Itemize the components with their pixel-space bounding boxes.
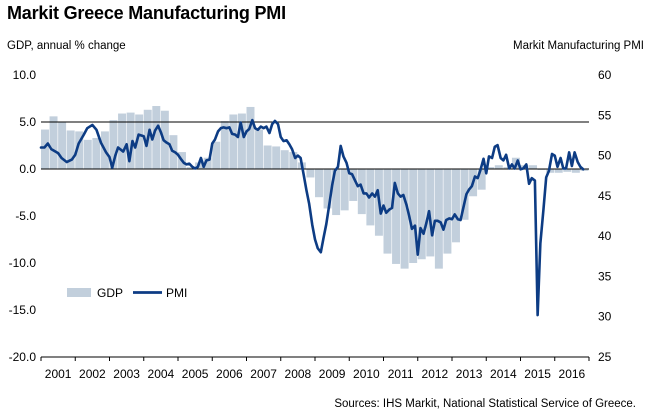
gdp-bar-42	[400, 169, 409, 269]
x-tick-label: 2011	[388, 367, 414, 381]
gdp-bar-21	[220, 121, 229, 169]
pmi-line	[39, 118, 585, 317]
gdp-bar-23	[237, 113, 246, 169]
gdp-bar-1	[49, 116, 58, 169]
gdp-bar-47	[443, 169, 452, 254]
gdp-bar-22	[229, 114, 238, 169]
gdp-bar-54	[503, 167, 512, 169]
right-tick-label: 50	[598, 149, 612, 163]
x-tick-label: 2001	[45, 367, 72, 381]
gdp-bar-53	[494, 165, 503, 169]
legend: GDP PMI	[67, 286, 187, 300]
gdp-bar-26	[263, 145, 272, 169]
gdp-bar-27	[272, 146, 281, 169]
gdp-bar-3	[66, 130, 75, 169]
gdp-bar-4	[75, 131, 84, 169]
x-tick-label: 2003	[113, 367, 140, 381]
gdp-bar-28	[280, 150, 289, 169]
gdp-bars	[41, 106, 589, 269]
gdp-bar-36	[349, 169, 358, 201]
gdp-bar-44	[417, 169, 426, 260]
left-tick-label: 5.0	[19, 115, 36, 129]
gridlines	[41, 121, 589, 170]
x-tick-label: 2015	[524, 367, 551, 381]
gdp-bar-10	[126, 112, 135, 169]
right-axis-label: Markit Manufacturing PMI	[512, 40, 644, 52]
gdp-bar-48	[452, 169, 460, 243]
left-tick-label: 0.0	[19, 162, 36, 176]
legend-pmi-label: PMI	[166, 286, 187, 300]
x-tick-label: 2002	[79, 367, 106, 381]
gdp-bar-35	[340, 169, 349, 211]
right-tick-label: 60	[598, 68, 612, 82]
gdp-bar-52	[486, 167, 495, 169]
gdp-bar-31	[306, 169, 315, 178]
gdp-bar-5	[83, 139, 92, 169]
x-tick-label: 2008	[285, 367, 312, 381]
gdp-bar-60	[554, 169, 563, 173]
gdp-bar-63	[580, 169, 589, 171]
gdp-bar-57	[529, 165, 538, 169]
gdp-bar-34	[332, 169, 341, 216]
gdp-bar-25	[255, 129, 264, 169]
x-tick-label: 2012	[422, 367, 449, 381]
right-tick-label: 45	[598, 189, 612, 203]
legend-gdp-label: GDP	[97, 286, 123, 300]
gdp-bar-51	[477, 169, 486, 190]
gdp-bar-17	[186, 167, 195, 169]
gdp-bar-41	[392, 169, 401, 264]
right-tick-label: 40	[598, 229, 612, 243]
x-tick-label: 2016	[559, 367, 586, 381]
x-tick-label: 2009	[319, 367, 346, 381]
right-tick-label: 35	[598, 269, 612, 283]
source-note: Sources: IHS Markit, National Statistica…	[334, 398, 636, 410]
left-tick-label: -20.0	[9, 350, 37, 364]
gdp-bar-9	[118, 113, 127, 169]
gdp-bar-29	[289, 152, 298, 169]
gdp-bar-43	[409, 169, 418, 263]
gdp-bar-49	[460, 169, 469, 220]
gdp-bar-24	[246, 106, 255, 169]
gdp-bar-33	[323, 169, 332, 209]
gdp-bar-20	[212, 141, 221, 169]
left-tick-label: -15.0	[9, 303, 37, 317]
legend-gdp-swatch	[67, 288, 91, 297]
left-tick-label: -5.0	[15, 209, 36, 223]
gdp-bar-46	[434, 169, 443, 269]
x-tick-label: 2014	[490, 367, 517, 381]
gdp-bar-8	[109, 120, 118, 169]
left-tick-label: 10.0	[13, 68, 37, 82]
gdp-bar-61	[563, 169, 572, 172]
x-tick-label: 2006	[216, 367, 243, 381]
right-tick-label: 55	[598, 108, 612, 122]
gdp-bar-2	[58, 122, 67, 169]
x-tick-label: 2004	[148, 367, 175, 381]
x-tick-label: 2007	[250, 367, 277, 381]
gdp-bar-0	[41, 129, 49, 169]
chart-title: Markit Greece Manufacturing PMI	[7, 3, 286, 23]
gdp-bar-32	[315, 169, 323, 198]
x-tick-label: 2010	[353, 367, 380, 381]
x-tick-label: 2013	[456, 367, 483, 381]
axes: 10.0 5.0 0.0 -5.0 -10.0 -15.0 -20.0 60 55 50 45 40 3…	[9, 68, 612, 381]
right-tick-label: 30	[598, 310, 612, 324]
gdp-bar-11	[135, 114, 144, 169]
left-axis-label: GDP, annual % change	[7, 40, 126, 52]
left-tick-label: -10.0	[9, 256, 37, 270]
x-tick-label: 2005	[182, 367, 209, 381]
gdp-bar-6	[92, 137, 101, 169]
gdp-bar-19	[203, 157, 212, 169]
gdp-bar-62	[571, 169, 580, 173]
pmi-line-group	[39, 118, 585, 317]
gdp-bar-13	[152, 106, 161, 169]
right-tick-label: 25	[598, 350, 612, 364]
